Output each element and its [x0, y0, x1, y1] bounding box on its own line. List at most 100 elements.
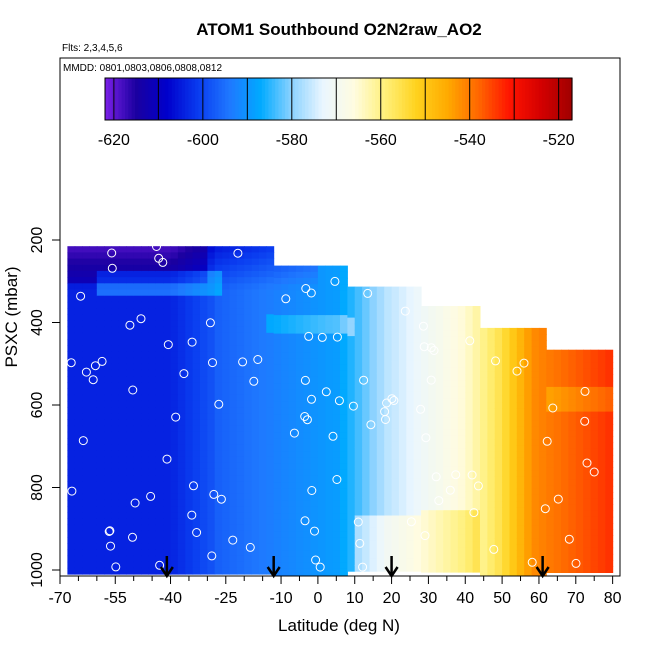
heatmap-cell [480, 334, 488, 341]
heatmap-cell [74, 388, 83, 396]
heatmap-cell [354, 367, 363, 374]
heatmap-cell [406, 546, 415, 554]
heatmap-cell [214, 506, 223, 513]
heatmap-cell [192, 388, 201, 396]
heatmap-cell [82, 363, 90, 371]
heatmap-cell [406, 305, 415, 312]
colorbar-swatch [121, 78, 126, 120]
heatmap-cell [362, 546, 370, 554]
heatmap-cell [369, 311, 378, 319]
heatmap-cell [362, 317, 370, 325]
heatmap-cell [303, 426, 312, 434]
heatmap-cell [133, 537, 142, 544]
heatmap-cell [222, 524, 230, 532]
heatmap-cell [74, 332, 83, 340]
heatmap-cell [303, 315, 312, 322]
heatmap-cell [170, 543, 179, 550]
heatmap-cell [148, 493, 157, 501]
heatmap-cell [502, 414, 510, 422]
heatmap-cell [200, 270, 208, 278]
heatmap-cell [67, 481, 76, 488]
heatmap-cell [428, 516, 437, 524]
heatmap-cell [347, 329, 356, 337]
heatmap-cell [155, 400, 164, 408]
heatmap-cell [244, 277, 253, 284]
heatmap-cell [163, 481, 172, 488]
heatmap-cell [281, 302, 289, 310]
point-marker [300, 412, 310, 421]
heatmap-cell [251, 431, 260, 439]
heatmap-cell [538, 501, 547, 508]
heatmap-cell [303, 358, 312, 366]
heatmap-cell [317, 376, 326, 384]
heatmap-cell [583, 504, 592, 512]
heatmap-cell [398, 410, 407, 418]
heatmap-cell [435, 324, 444, 332]
heatmap-cell [251, 493, 260, 501]
heatmap-cell [354, 453, 363, 461]
heatmap-cell [207, 530, 216, 538]
heatmap-cell [347, 484, 356, 492]
heatmap-cell [524, 451, 533, 459]
heatmap-cell [605, 393, 614, 400]
heatmap-cell [170, 419, 179, 427]
heatmap-cell [435, 343, 444, 350]
heatmap-cell [104, 438, 113, 445]
heatmap-cell [281, 500, 289, 508]
heatmap-cell [74, 258, 83, 266]
heatmap-cell [421, 435, 429, 443]
heatmap-cell [590, 492, 599, 499]
heatmap-cell [192, 252, 201, 260]
heatmap-cell [207, 407, 216, 414]
heatmap-cell [398, 546, 407, 554]
heatmap-cell [435, 386, 444, 394]
colorbar-swatch [561, 78, 566, 120]
heatmap-cell [170, 438, 179, 445]
heatmap-cell [332, 376, 341, 384]
heatmap-cell [553, 485, 562, 493]
heatmap-cell [516, 352, 525, 360]
heatmap-cell [251, 456, 260, 464]
heatmap-cell [273, 364, 282, 372]
heatmap-cell [155, 308, 164, 315]
heatmap-cell [524, 327, 533, 335]
heatmap-cell [281, 482, 289, 489]
heatmap-cell [222, 561, 230, 569]
heatmap-cell [487, 538, 496, 545]
heatmap-cell [281, 383, 289, 390]
heatmap-cell [340, 445, 348, 452]
heatmap-cell [89, 246, 98, 253]
heatmap-cell [575, 424, 584, 431]
heatmap-cell [450, 442, 459, 449]
heatmap-cell [258, 246, 267, 253]
heatmap-cell [421, 355, 429, 363]
heatmap-cell [155, 438, 164, 445]
heatmap-cell [428, 374, 437, 381]
heatmap-cell [96, 258, 105, 266]
heatmap-cell [177, 369, 186, 377]
heatmap-cell [89, 444, 98, 451]
heatmap-cell [281, 315, 289, 322]
heatmap-cell [332, 389, 341, 396]
heatmap-cell [303, 525, 312, 533]
heatmap-cell [310, 383, 319, 390]
heatmap-cell [509, 519, 518, 527]
heatmap-cell [531, 476, 540, 484]
heatmap-cell [89, 561, 98, 569]
heatmap-cell [509, 334, 518, 341]
heatmap-cell [369, 410, 378, 418]
heatmap-cell [126, 512, 135, 519]
point-marker [473, 481, 483, 491]
heatmap-cell [104, 301, 113, 309]
heatmap-cell [266, 270, 275, 278]
heatmap-cell [310, 296, 319, 304]
heatmap-cell [450, 454, 459, 462]
heatmap-cell [575, 492, 584, 499]
heatmap-cell [354, 490, 363, 498]
heatmap-cell [177, 493, 186, 501]
heatmap-cell [214, 345, 223, 352]
heatmap-cell [590, 349, 599, 357]
heatmap-cell [347, 286, 356, 294]
heatmap-cell [89, 382, 98, 389]
point-marker [208, 358, 217, 368]
